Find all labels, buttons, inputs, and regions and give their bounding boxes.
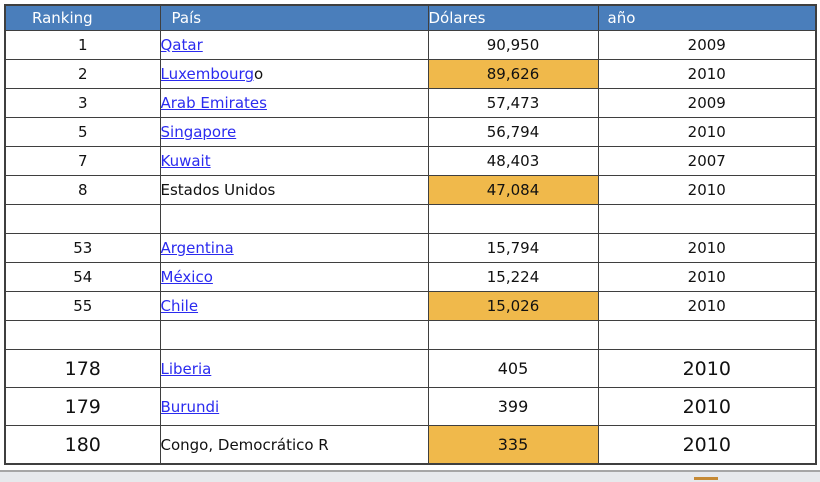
header-row: Ranking País Dólares año <box>4 4 817 31</box>
dollars-cell: 399 <box>427 387 599 426</box>
table-row: 2 Luxembourgo 89,626 2010 <box>4 59 817 89</box>
gdp-ranking-table: Ranking País Dólares año 1 Qatar 90,950 200… <box>4 4 817 465</box>
dollars-cell: 89,626 <box>427 59 599 89</box>
country-cell: Chile <box>159 291 429 321</box>
spacer-row <box>4 204 817 234</box>
empty-cell <box>159 320 429 350</box>
ranking-cell: 54 <box>4 262 161 292</box>
dollars-cell: 57,473 <box>427 88 599 118</box>
column-header-ranking: Ranking <box>4 4 161 31</box>
country-label: Congo, Democrático R <box>160 435 329 454</box>
column-header-dolares: Dólares <box>427 4 599 31</box>
table-row: 7 Kuwait 48,403 2007 <box>4 146 817 176</box>
empty-cell <box>4 320 161 350</box>
year-cell: 2010 <box>597 117 817 147</box>
country-cell: Singapore <box>159 117 429 147</box>
empty-cell <box>427 320 599 350</box>
year-cell: 2009 <box>597 30 817 60</box>
country-link[interactable]: Qatar <box>160 36 203 54</box>
dollars-cell: 47,084 <box>427 175 599 205</box>
country-cell: Burundi <box>159 387 429 426</box>
year-cell: 2010 <box>597 175 817 205</box>
ranking-cell: 180 <box>4 425 161 465</box>
country-link[interactable]: México <box>160 268 213 286</box>
year-cell: 2010 <box>597 233 817 263</box>
ranking-cell: 179 <box>4 387 161 426</box>
empty-cell <box>427 204 599 234</box>
ranking-cell: 2 <box>4 59 161 89</box>
year-cell: 2010 <box>597 425 817 465</box>
year-cell: 2010 <box>597 262 817 292</box>
year-cell: 2007 <box>597 146 817 176</box>
table-row: 5 Singapore 56,794 2010 <box>4 117 817 147</box>
ranking-cell: 53 <box>4 233 161 263</box>
country-link[interactable]: Kuwait <box>160 152 211 170</box>
dollars-cell: 56,794 <box>427 117 599 147</box>
empty-cell <box>597 204 817 234</box>
ranking-cell: 5 <box>4 117 161 147</box>
country-link[interactable]: Argentina <box>160 239 234 257</box>
country-cell: Argentina <box>159 233 429 263</box>
spacer-row <box>4 320 817 350</box>
dollars-cell: 48,403 <box>427 146 599 176</box>
country-cell: Luxembourgo <box>159 59 429 89</box>
table-row: 180 Congo, Democrático R 335 2010 <box>4 425 817 465</box>
country-cell: Congo, Democrático R <box>159 425 429 465</box>
country-link[interactable]: Luxembourg <box>160 65 254 83</box>
ranking-cell: 7 <box>4 146 161 176</box>
empty-cell <box>597 320 817 350</box>
country-label: Estados Unidos <box>160 181 276 199</box>
country-cell: Liberia <box>159 349 429 388</box>
ranking-cell: 55 <box>4 291 161 321</box>
country-cell: Arab Emirates <box>159 88 429 118</box>
dollars-cell: 15,224 <box>427 262 599 292</box>
year-cell: 2010 <box>597 387 817 426</box>
ranking-cell: 1 <box>4 30 161 60</box>
bottom-orange-indicator <box>694 477 718 480</box>
empty-cell <box>159 204 429 234</box>
country-link[interactable]: Liberia <box>160 359 212 378</box>
dollars-cell: 335 <box>427 425 599 465</box>
country-link[interactable]: Arab Emirates <box>160 94 267 112</box>
column-header-pais: País <box>159 4 429 31</box>
year-cell: 2010 <box>597 291 817 321</box>
country-link[interactable]: Chile <box>160 297 199 315</box>
table-row: 178 Liberia 405 2010 <box>4 349 817 388</box>
dollars-cell: 15,794 <box>427 233 599 263</box>
country-link[interactable]: Singapore <box>160 123 237 141</box>
table-body: 1 Qatar 90,950 2009 2 Luxembourgo 89,626 2010 3 A… <box>4 30 817 465</box>
table-row: 8 Estados Unidos 47,084 2010 <box>4 175 817 205</box>
table-row: 1 Qatar 90,950 2009 <box>4 30 817 60</box>
ranking-cell: 8 <box>4 175 161 205</box>
country-cell: México <box>159 262 429 292</box>
dollars-cell: 15,026 <box>427 291 599 321</box>
country-cell: Estados Unidos <box>159 175 429 205</box>
table-row: 55 Chile 15,026 2010 <box>4 291 817 321</box>
table-row: 53 Argentina 15,794 2010 <box>4 233 817 263</box>
table-row: 54 México 15,224 2010 <box>4 262 817 292</box>
year-cell: 2010 <box>597 59 817 89</box>
column-header-ano: año <box>597 4 817 31</box>
window-bottom-edge <box>0 470 820 482</box>
ranking-cell: 3 <box>4 88 161 118</box>
ranking-cell: 178 <box>4 349 161 388</box>
empty-cell <box>4 204 161 234</box>
dollars-cell: 90,950 <box>427 30 599 60</box>
year-cell: 2010 <box>597 349 817 388</box>
country-cell: Kuwait <box>159 146 429 176</box>
table-row: 179 Burundi 399 2010 <box>4 387 817 426</box>
country-suffix: o <box>254 65 264 83</box>
country-link[interactable]: Burundi <box>160 397 220 416</box>
year-cell: 2009 <box>597 88 817 118</box>
country-cell: Qatar <box>159 30 429 60</box>
table-row: 3 Arab Emirates 57,473 2009 <box>4 88 817 118</box>
dollars-cell: 405 <box>427 349 599 388</box>
